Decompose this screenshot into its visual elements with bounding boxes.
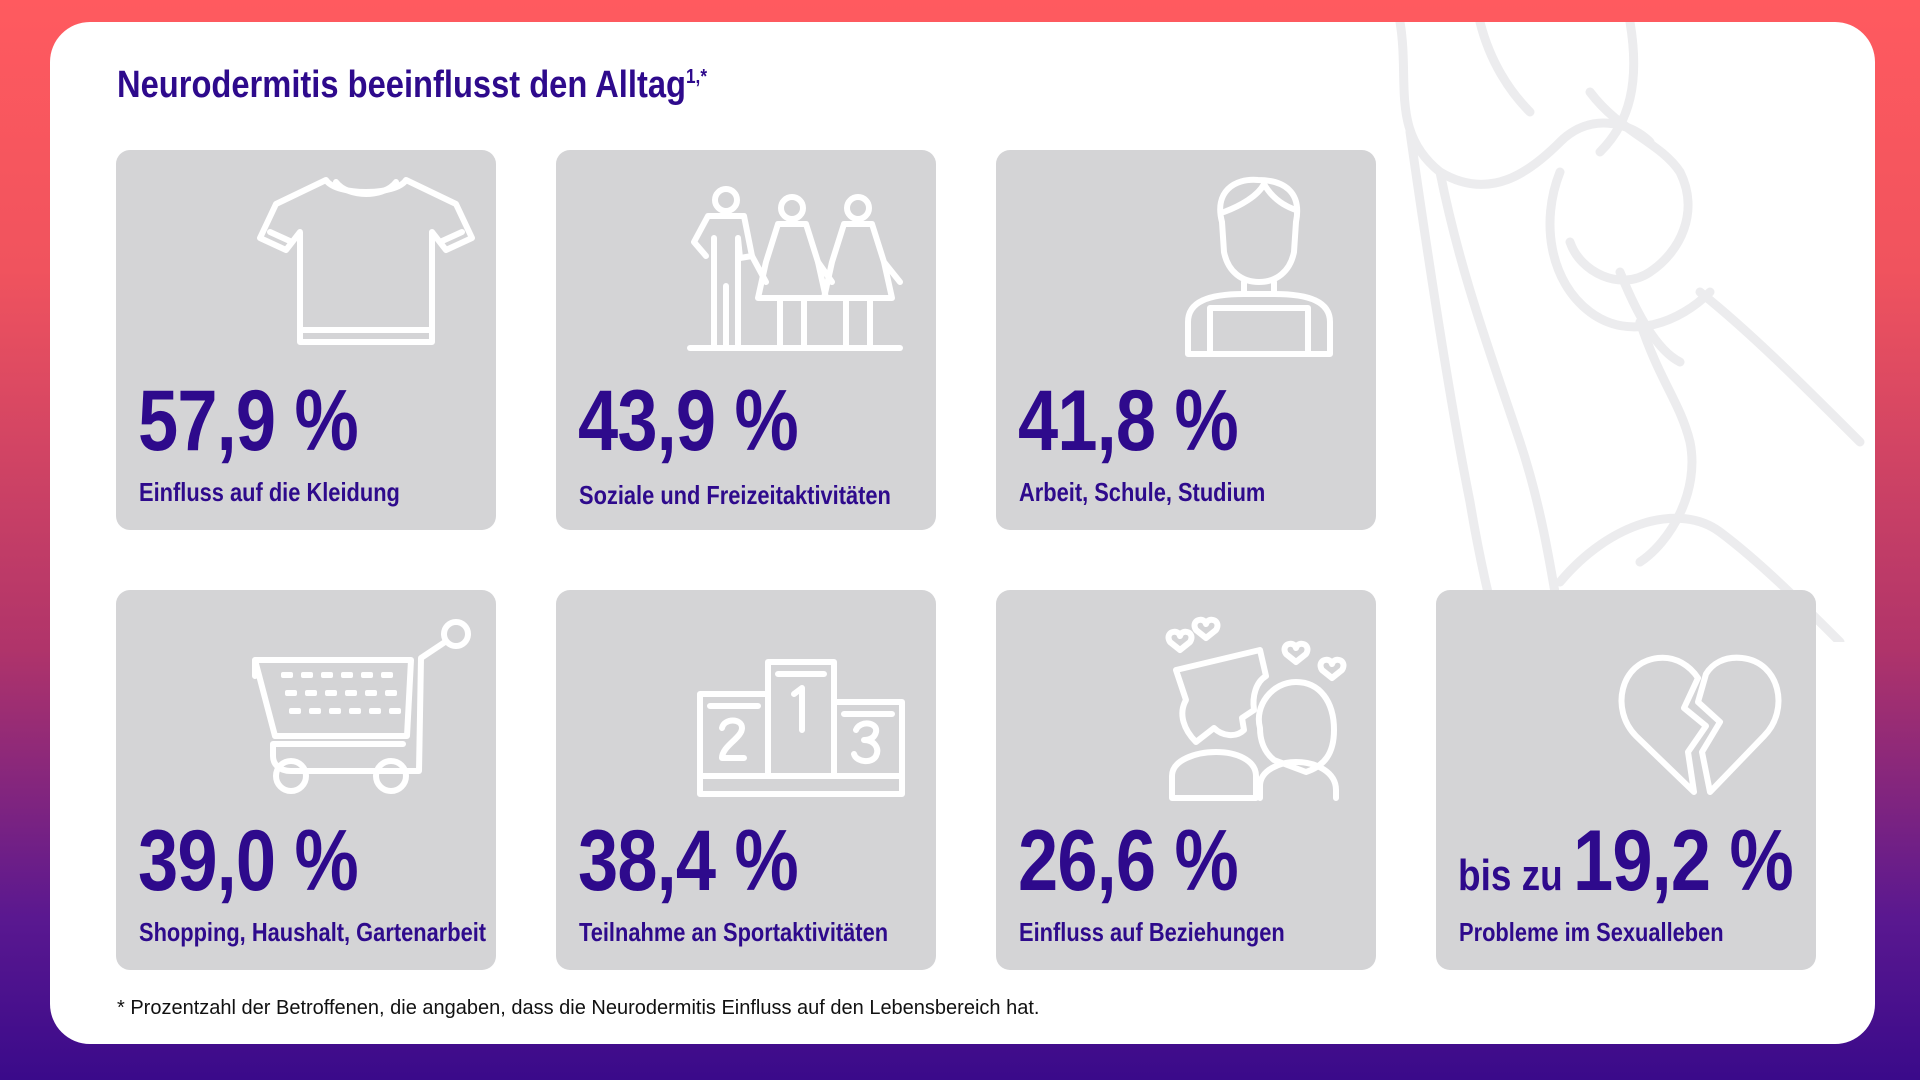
stat-label: Einfluss auf Beziehungen [1019, 917, 1285, 947]
stat-percentage: 26,6 % [1018, 813, 1239, 909]
stat-label: Soziale und Freizeitaktivitäten [579, 480, 891, 510]
stat-percentage: 41,8 % [1018, 373, 1239, 469]
couple-kiss-icon [1165, 616, 1347, 801]
stat-value: 39,0 % [138, 812, 359, 911]
title-footnote-marker: 1,* [685, 66, 708, 88]
person-laptop-icon [1185, 176, 1333, 357]
shopping-cart-icon [252, 619, 471, 794]
infographic-card: Neurodermitis beeinflusst den Alltag1,* … [50, 22, 1875, 1044]
stat-value: 43,9 % [578, 372, 799, 471]
podium-icon [697, 659, 905, 797]
stat-percentage: 38,4 % [578, 813, 799, 909]
stat-label: Arbeit, Schule, Studium [1019, 477, 1266, 507]
stat-tile-sexuality: bis zu 19,2 % Probleme im Sexualleben [1436, 590, 1816, 970]
stat-percentage: 57,9 % [138, 373, 359, 469]
hands-illustration-icon [1395, 22, 1865, 642]
stat-tile-social: 43,9 % Soziale und Freizeitaktivitäten [556, 150, 936, 530]
stat-value: 38,4 % [578, 812, 799, 911]
people-group-icon [687, 186, 903, 351]
stat-label: Shopping, Haushalt, Gartenarbeit [139, 917, 487, 947]
stat-percentage: 43,9 % [578, 373, 799, 469]
stat-value: 26,6 % [1018, 812, 1239, 911]
stat-tile-work: 41,8 % Arbeit, Schule, Studium [996, 150, 1376, 530]
stat-percentage: 39,0 % [138, 813, 359, 909]
stat-percentage: 19,2 % [1573, 813, 1794, 909]
stat-tile-shopping: 39,0 % Shopping, Haushalt, Gartenarbeit [116, 590, 496, 970]
stat-prefix: bis zu [1458, 851, 1574, 900]
stat-label: Probleme im Sexualleben [1459, 917, 1724, 947]
stat-tile-clothing: 57,9 % Einfluss auf die Kleidung [116, 150, 496, 530]
stat-tile-relationships: 26,6 % Einfluss auf Beziehungen [996, 590, 1376, 970]
stat-label: Einfluss auf die Kleidung [139, 477, 400, 507]
broken-heart-icon [1618, 654, 1782, 795]
stat-tile-sports: 38,4 % Teilnahme an Sportaktivitäten [556, 590, 936, 970]
stat-value: 57,9 % [138, 372, 359, 471]
page-title: Neurodermitis beeinflusst den Alltag1,* [117, 64, 708, 106]
t-shirt-icon [257, 177, 475, 345]
stat-value: bis zu 19,2 % [1458, 812, 1794, 911]
footnote: * Prozentzahl der Betroffenen, die angab… [117, 997, 1040, 1019]
stat-value: 41,8 % [1018, 372, 1239, 471]
stat-label: Teilnahme an Sportaktivitäten [579, 917, 889, 947]
